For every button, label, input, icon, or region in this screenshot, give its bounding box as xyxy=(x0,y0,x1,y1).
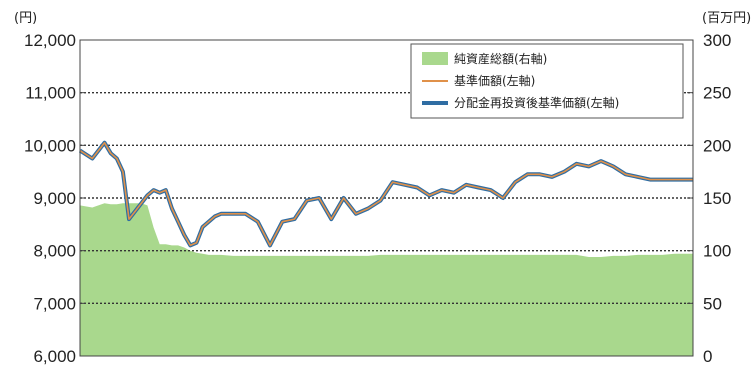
right-tick-label: 0 xyxy=(703,347,712,366)
legend-label-reinvested: 分配金再投資後基準価額(左軸) xyxy=(454,95,619,110)
right-tick-label: 50 xyxy=(703,294,722,313)
right-tick-label: 150 xyxy=(703,189,731,208)
left-tick-label: 11,000 xyxy=(25,84,76,103)
right-tick-label: 250 xyxy=(703,84,731,103)
price-lines xyxy=(78,140,693,248)
left-tick-label: 7,000 xyxy=(33,294,76,313)
right-tick-label: 200 xyxy=(703,136,731,155)
left-axis: 6,000 7,000 8,000 9,000 10,000 11,000 12,000 xyxy=(24,31,86,366)
left-tick-label: 10,000 xyxy=(24,136,76,155)
left-tick-label: 6,000 xyxy=(33,347,76,366)
left-tick-label: 12,000 xyxy=(24,31,76,50)
right-axis-unit: (百万円) xyxy=(702,11,751,26)
left-axis-unit: (円) xyxy=(14,11,37,26)
legend-swatch-area xyxy=(422,52,448,65)
net-assets-area xyxy=(80,203,693,356)
left-tick-label: 8,000 xyxy=(33,242,76,261)
right-tick-label: 300 xyxy=(703,31,731,50)
reinvested-nav-line xyxy=(78,140,693,248)
legend-label-net-assets: 純資産総額(右軸) xyxy=(454,51,547,66)
nav-line xyxy=(79,141,693,247)
legend: 純資産総額(右軸) 基準価額(左軸) 分配金再投資後基準価額(左軸) xyxy=(410,43,684,119)
right-tick-label: 100 xyxy=(703,242,731,261)
net-assets-area-shape xyxy=(80,203,693,356)
legend-box xyxy=(410,43,684,119)
left-tick-label: 9,000 xyxy=(33,189,76,208)
right-axis: 0 50 100 150 200 250 300 xyxy=(687,31,731,366)
legend-label-nav: 基準価額(左軸) xyxy=(454,73,535,88)
